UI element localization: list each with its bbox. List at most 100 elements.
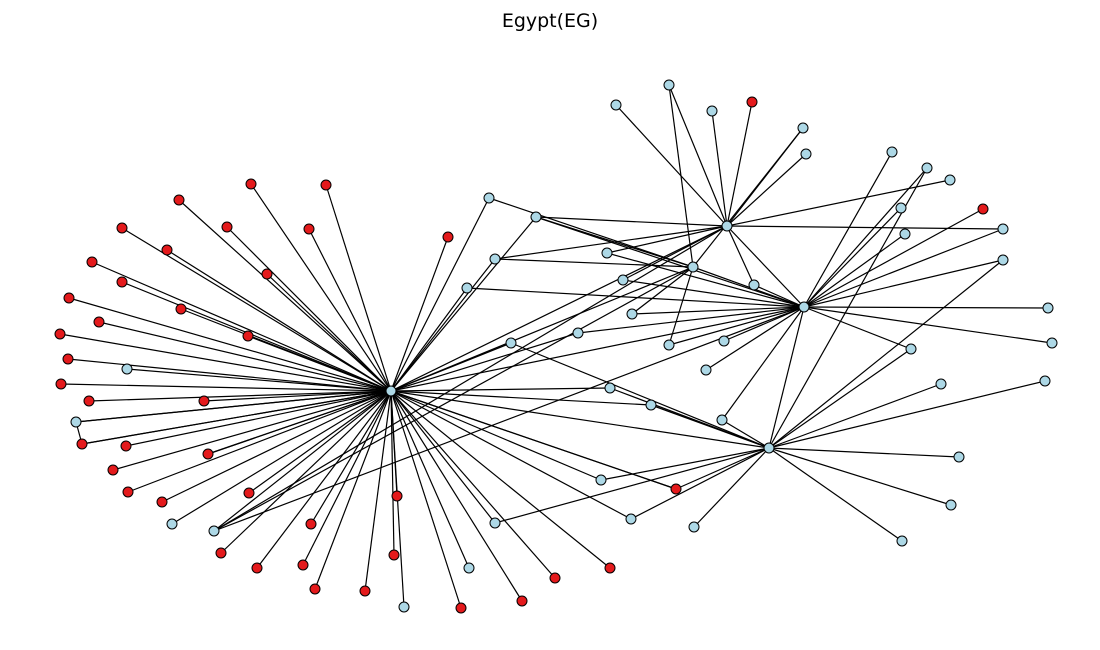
node-r21	[120, 440, 132, 452]
edge-H-b6	[213, 390, 392, 532]
edge-H-r29	[256, 390, 392, 569]
edge-A-b21	[668, 84, 728, 227]
edge-A-b26	[726, 225, 1004, 230]
node-b29	[748, 279, 760, 291]
node-r15	[54, 328, 66, 340]
edge-H-b1	[126, 368, 392, 392]
edge-B-b38	[705, 306, 805, 371]
edge-D-r42	[675, 447, 770, 490]
edge-H-r17	[60, 383, 392, 392]
edge-B-b28	[622, 279, 805, 308]
edge-D-b43	[768, 380, 1046, 449]
node-b18	[595, 474, 607, 486]
edge-B-b31	[803, 167, 928, 308]
edge-H-D	[390, 390, 770, 449]
edge-C-b36	[668, 266, 694, 346]
edge-H-r31	[314, 390, 392, 590]
node-b44	[935, 378, 947, 390]
edge-H-r24	[127, 390, 392, 493]
node-r20	[76, 438, 88, 450]
edge-B-b11	[535, 216, 805, 308]
edge-B-b17	[577, 306, 805, 334]
edge-H-r1	[250, 183, 392, 392]
edge-H-r15	[59, 333, 392, 392]
node-r25	[243, 487, 255, 499]
edge-H-r35	[390, 390, 462, 609]
edge-B-b30	[803, 151, 893, 308]
node-b47	[896, 535, 908, 547]
edge-D-b48	[693, 447, 770, 528]
edge-B-b39	[721, 306, 805, 421]
edge-D-b19	[630, 447, 770, 520]
edge-H-r7	[166, 249, 392, 392]
node-b41	[905, 343, 917, 355]
edge-D-b46	[768, 447, 952, 506]
node-b40	[626, 308, 638, 320]
node-b10	[483, 192, 495, 204]
edge-H-r37	[390, 390, 556, 579]
node-b19	[625, 513, 637, 525]
node-D	[763, 442, 775, 454]
edge-H-r39	[390, 236, 449, 392]
node-b27	[601, 247, 613, 259]
node-b7	[398, 601, 410, 613]
node-b42	[1046, 337, 1058, 349]
node-b34	[997, 254, 1009, 266]
edge-B-r44	[803, 208, 984, 308]
node-b31	[921, 162, 933, 174]
node-r44	[977, 203, 989, 215]
node-r7	[161, 244, 173, 256]
node-r12	[175, 303, 187, 315]
edge-H-b10	[390, 197, 490, 392]
edge-D-b14	[510, 342, 770, 449]
node-b25	[944, 174, 956, 186]
node-b46	[945, 499, 957, 511]
edge-A-b27	[606, 225, 728, 254]
node-r40	[670, 483, 682, 495]
edge-H-b4	[81, 390, 392, 445]
edge-H-r3	[178, 199, 392, 392]
edge-A-r43	[726, 101, 753, 227]
node-r6	[116, 222, 128, 234]
edge-A-b11	[535, 216, 728, 227]
node-b32	[895, 202, 907, 214]
edge-H-b19	[390, 390, 632, 520]
node-r14	[242, 330, 254, 342]
edge-B-b33	[803, 233, 906, 308]
edge-H-r9	[91, 261, 392, 392]
node-b8	[463, 562, 475, 574]
edge-C-b10	[488, 197, 694, 268]
edge-A-B	[726, 225, 805, 308]
edge-H-r22	[207, 390, 392, 455]
edge-D-b9	[494, 447, 770, 524]
edge-H-r2	[325, 184, 392, 392]
node-H	[385, 385, 397, 397]
edge-H-r8	[266, 273, 392, 392]
edge-H-r30	[302, 390, 392, 566]
edge-A-b24	[726, 153, 807, 227]
node-r11	[63, 292, 75, 304]
node-r37	[549, 572, 561, 584]
node-r31	[309, 583, 321, 595]
edge-H-r13	[98, 321, 392, 392]
edge-A-b25	[726, 179, 951, 227]
node-r23	[107, 464, 119, 476]
edge-B-b40	[631, 306, 805, 315]
edge-H-b18	[390, 390, 602, 481]
node-layer	[54, 79, 1058, 614]
edge-C-b11	[535, 216, 694, 268]
edge-H-b12	[390, 258, 496, 392]
node-r4	[221, 221, 233, 233]
edge-C-b23	[692, 127, 804, 268]
node-r2	[320, 179, 332, 191]
edge-B-b36	[668, 306, 805, 346]
edge-B-C	[692, 266, 805, 308]
edge-H-r16	[67, 358, 392, 392]
node-B	[798, 301, 810, 313]
edge-H-C	[390, 266, 694, 392]
edge-H-r18	[88, 390, 392, 402]
node-r30	[297, 559, 309, 571]
edge-H-r32	[364, 390, 392, 592]
edge-C-b6	[213, 266, 694, 532]
edge-H-r28	[220, 390, 392, 554]
